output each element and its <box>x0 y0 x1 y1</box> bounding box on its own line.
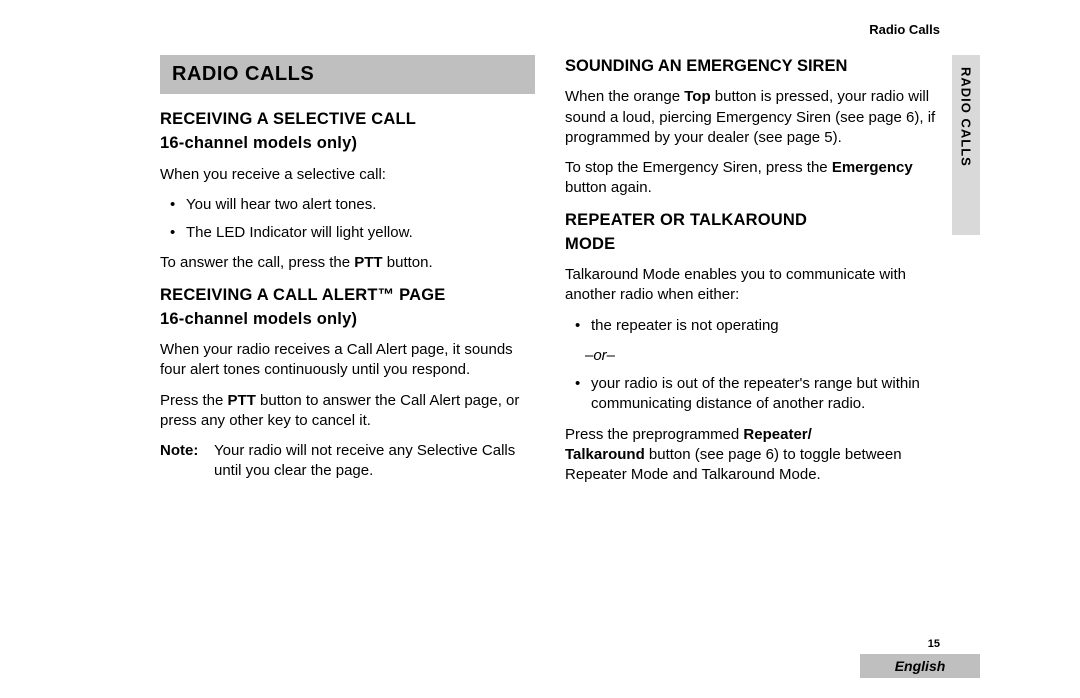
subhead-selective-call-2: 16-channel models only) <box>160 132 535 154</box>
note-body: Your radio will not receive any Selectiv… <box>214 441 535 482</box>
subhead-call-alert-1: RECEIVING A CALL ALERT™ PAGE <box>160 284 535 306</box>
list-item: the repeater is not operating <box>565 316 940 336</box>
list-item: The LED Indicator will light yellow. <box>160 223 535 243</box>
left-column: RADIO CALLS RECEIVING A SELECTIVE CALL 1… <box>160 55 535 495</box>
bold-text: Talkaround <box>565 446 645 463</box>
para: To stop the Emergency Siren, press the E… <box>565 158 940 199</box>
text: To stop the Emergency Siren, press the <box>565 159 832 176</box>
para: When your radio receives a Call Alert pa… <box>160 340 535 381</box>
bold-text: Repeater/ <box>743 426 811 443</box>
right-column: SOUNDING AN EMERGENCY SIREN When the ora… <box>565 55 940 495</box>
text: Press the preprogrammed <box>565 426 743 443</box>
subhead-selective-call-1: RECEIVING A SELECTIVE CALL <box>160 108 535 130</box>
text: button. <box>383 254 433 271</box>
bullet-list: You will hear two alert tones. The LED I… <box>160 195 535 244</box>
para: Press the PTT button to answer the Call … <box>160 391 535 432</box>
page: Radio Calls RADIO CALLS RADIO CALLS RECE… <box>0 0 1080 698</box>
para: Talkaround Mode enables you to communica… <box>565 265 940 306</box>
para: To answer the call, press the PTT button… <box>160 253 535 273</box>
content-columns: RADIO CALLS RECEIVING A SELECTIVE CALL 1… <box>160 55 960 495</box>
text: When the orange <box>565 88 684 105</box>
bullet-list: the repeater is not operating <box>565 316 940 336</box>
para: When the orange Top button is pressed, y… <box>565 87 940 148</box>
or-separator: –or– <box>585 346 940 366</box>
list-item: your radio is out of the repeater's rang… <box>565 374 940 415</box>
bold-text: PTT <box>228 392 256 409</box>
subhead-emergency: SOUNDING AN EMERGENCY SIREN <box>565 55 940 77</box>
note-label: Note: <box>160 441 214 482</box>
subhead-repeater-1: REPEATER OR TALKAROUND <box>565 209 940 231</box>
bold-text: PTT <box>354 254 382 271</box>
para: When you receive a selective call: <box>160 165 535 185</box>
text: To answer the call, press the <box>160 254 354 271</box>
page-number: 15 <box>928 638 940 650</box>
para: Press the preprogrammed Repeater/Talkaro… <box>565 425 940 486</box>
bold-text: Top <box>684 88 710 105</box>
text: button again. <box>565 179 652 196</box>
note: Note: Your radio will not receive any Se… <box>160 441 535 482</box>
side-tab: RADIO CALLS <box>952 55 980 235</box>
list-item: You will hear two alert tones. <box>160 195 535 215</box>
bullet-list: your radio is out of the repeater's rang… <box>565 374 940 415</box>
subhead-repeater-2: MODE <box>565 233 940 255</box>
running-header: Radio Calls <box>869 22 940 37</box>
language-tab: English <box>860 654 980 678</box>
subhead-call-alert-2: 16-channel models only) <box>160 308 535 330</box>
section-title: RADIO CALLS <box>160 55 535 94</box>
side-tab-label: RADIO CALLS <box>959 67 974 167</box>
text: Press the <box>160 392 228 409</box>
bold-text: Emergency <box>832 159 913 176</box>
